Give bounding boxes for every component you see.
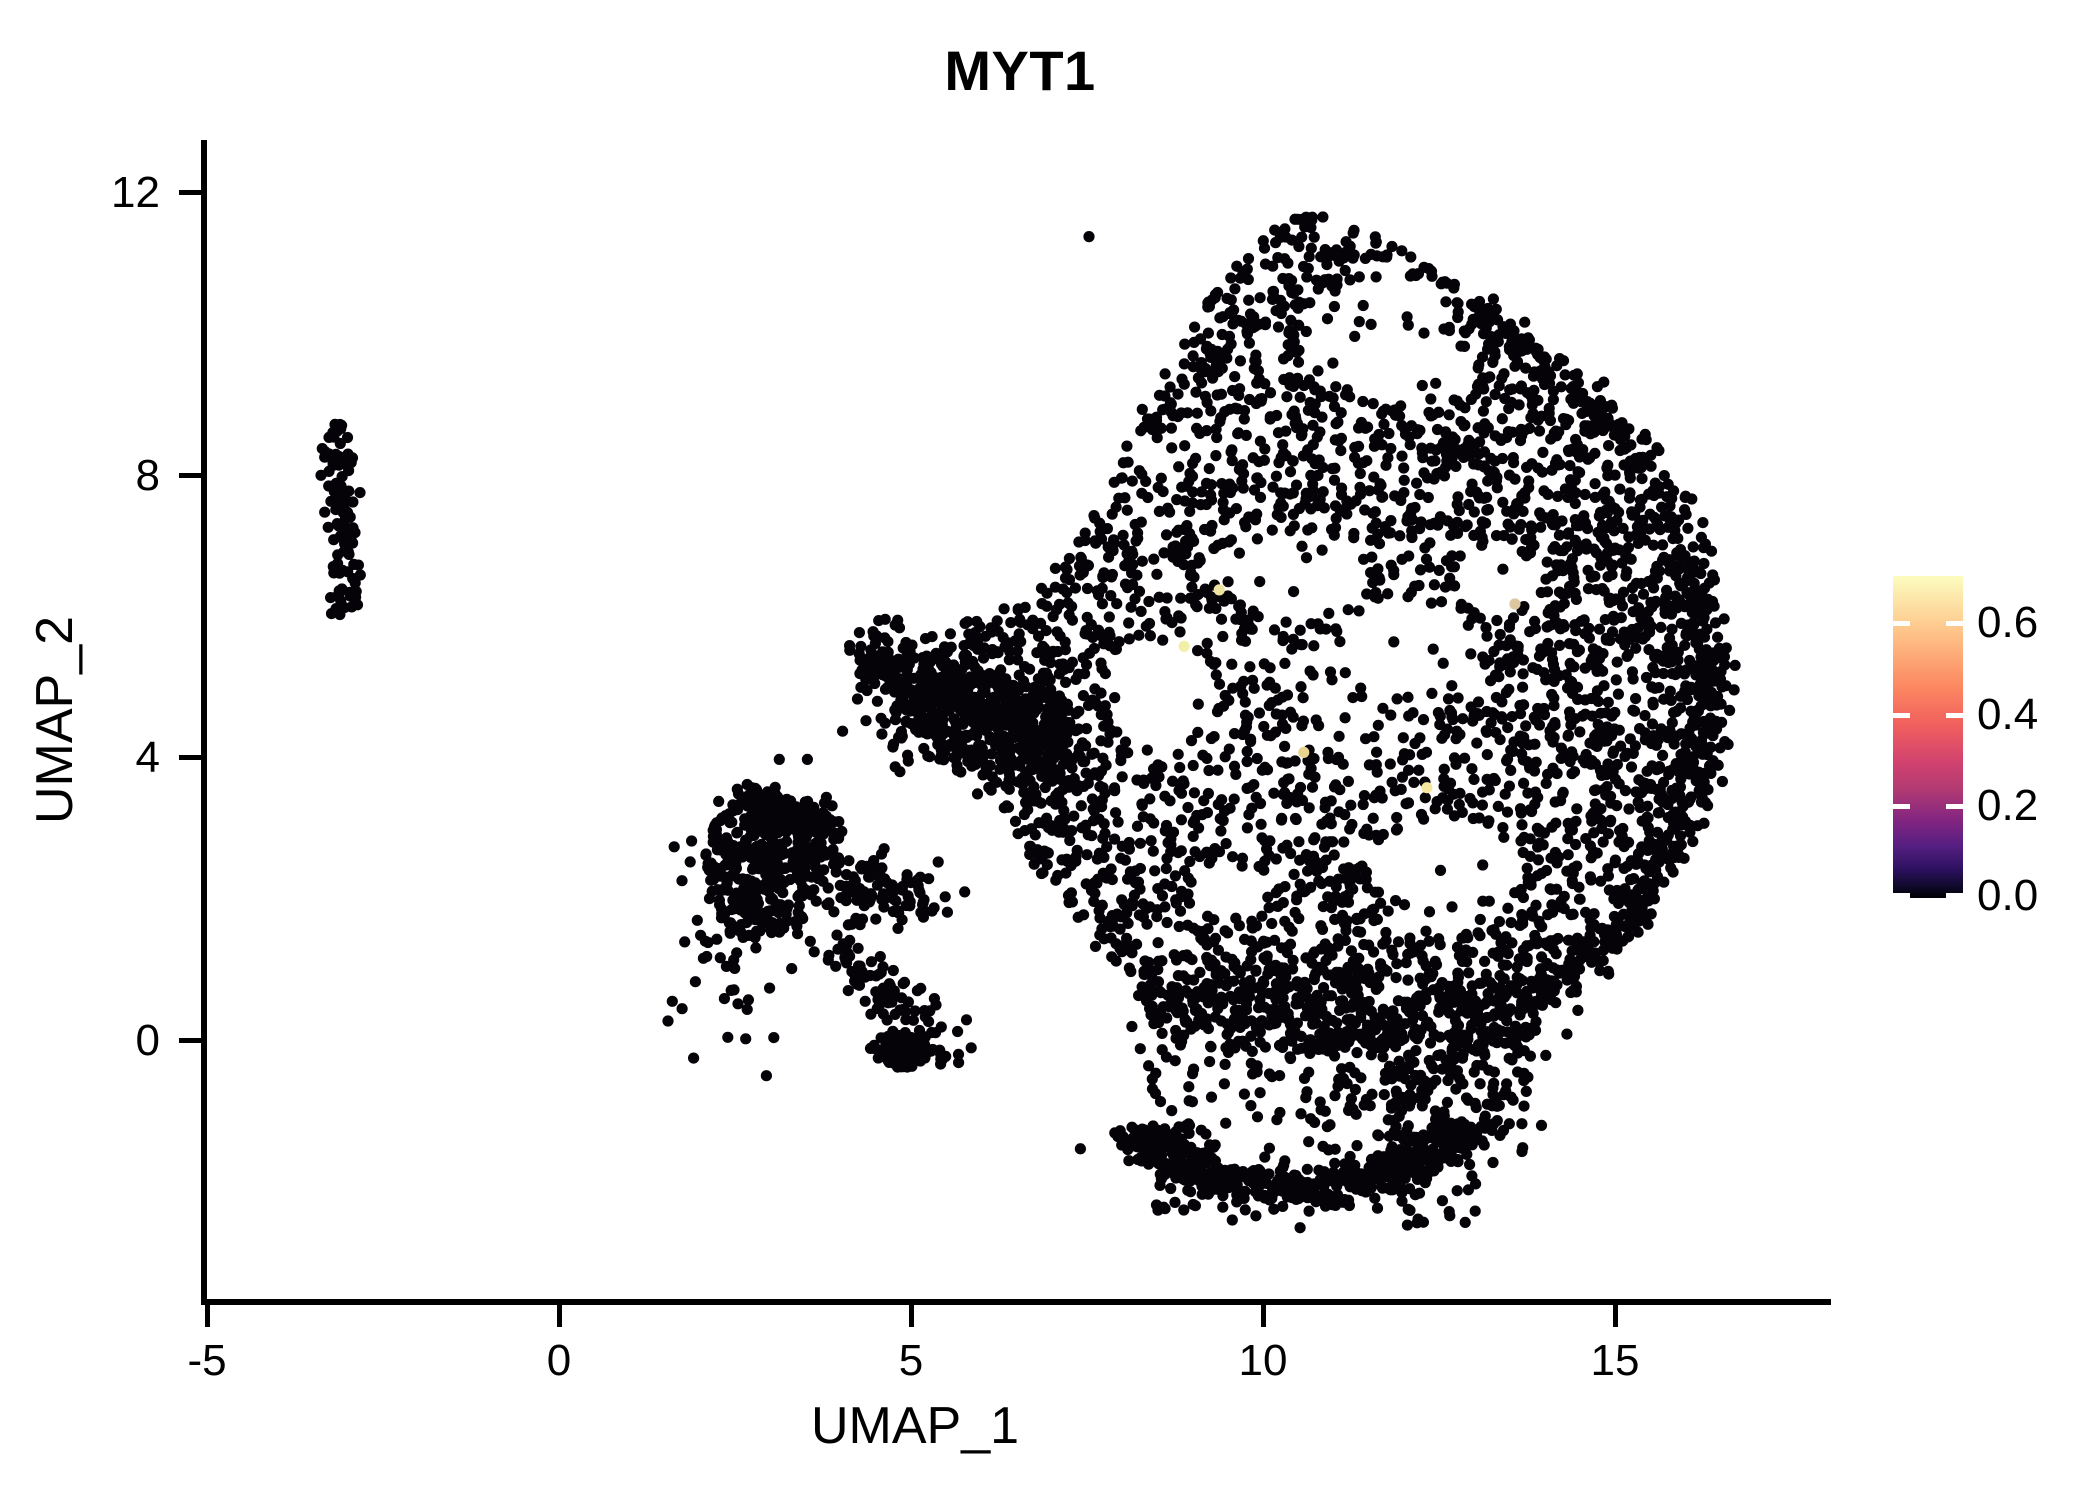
colorbar-tick-right-02 — [1946, 804, 1963, 809]
colorbar-tick-left-00 — [1893, 893, 1910, 898]
colorbar-tick-left-02 — [1893, 804, 1910, 809]
colorbar-tick-right-00 — [1946, 893, 1963, 898]
colorbar-tick-right-04 — [1946, 713, 1963, 718]
colorbar-label-04: 0.4 — [1977, 690, 2039, 739]
scatter-points — [315, 211, 1741, 1234]
colorbar-tick-left-04 — [1893, 713, 1910, 718]
x-tick-label-10: 10 — [1238, 1336, 1288, 1385]
y-tick-label-0: 0 — [135, 1016, 160, 1065]
scatter-point-expressing — [1178, 640, 1190, 652]
colorbar-tick-left-06 — [1893, 621, 1910, 626]
x-tick-label-5: 5 — [898, 1336, 924, 1385]
x-tick-label-0: 0 — [546, 1336, 572, 1385]
colorbar-gradient — [1893, 576, 1963, 898]
y-tick-label-8: 8 — [135, 451, 160, 500]
y-tick-label-12: 12 — [111, 168, 160, 217]
x-axis-line — [201, 1299, 1831, 1305]
x-tick-label-15: 15 — [1590, 1336, 1640, 1385]
scatter-point-expressing — [1298, 746, 1310, 758]
colorbar-label-02: 0.2 — [1977, 781, 2039, 830]
colorbar-label-00: 0.0 — [1977, 871, 2039, 920]
x-tick-label-minus5: -5 — [187, 1336, 227, 1385]
y-tick-8 — [179, 473, 201, 478]
x-tick-10 — [1261, 1305, 1266, 1327]
x-tick-5 — [909, 1305, 914, 1327]
page-title: MYT1 — [944, 39, 1096, 102]
y-axis-line — [201, 140, 207, 1305]
x-axis-title: UMAP_1 — [810, 1397, 1020, 1455]
scatter-point-expressing — [1213, 584, 1225, 596]
y-tick-12 — [179, 190, 201, 195]
colorbar-legend: 0.6 0.4 0.2 0.0 — [1893, 576, 2038, 920]
y-tick-0 — [179, 1038, 201, 1043]
y-axis-title: UMAP_2 — [26, 615, 84, 825]
colorbar-label-06: 0.6 — [1977, 598, 2039, 647]
y-tick-label-4: 4 — [135, 733, 160, 782]
x-tick-15 — [1613, 1305, 1618, 1327]
x-tick-minus5 — [205, 1305, 210, 1327]
x-tick-0 — [557, 1305, 562, 1327]
scatter-point-expressing — [1509, 598, 1521, 610]
y-tick-4 — [179, 755, 201, 760]
scatter-point-expressing — [1421, 782, 1433, 794]
colorbar-tick-right-06 — [1946, 621, 1963, 626]
